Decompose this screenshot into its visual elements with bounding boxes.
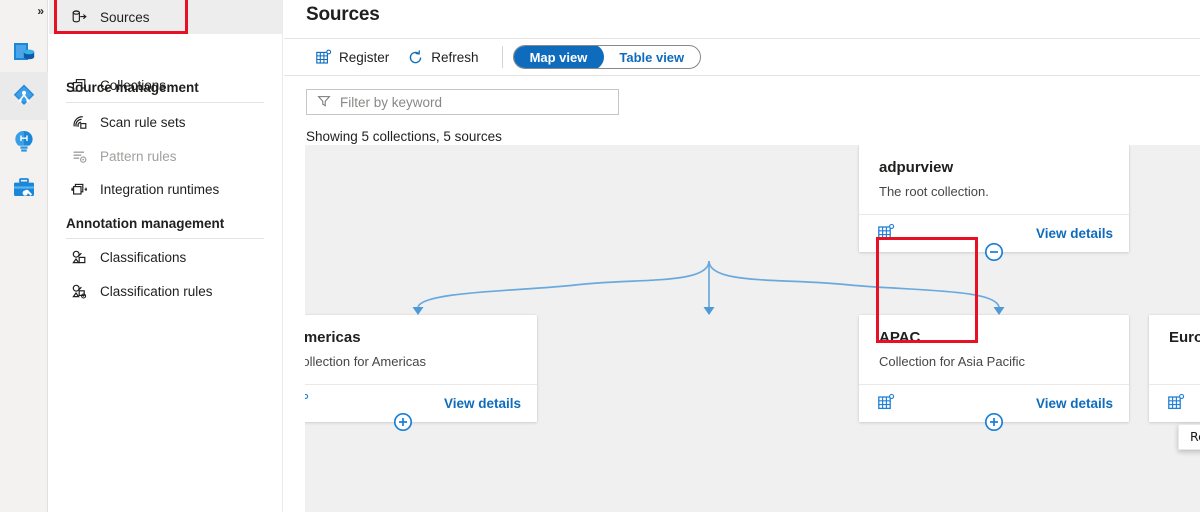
command-bar: Register Refresh Map view Table view <box>284 38 1200 76</box>
page-title: Sources <box>306 4 380 25</box>
view-details-link[interactable]: View details <box>443 396 521 411</box>
refresh-button[interactable]: Refresh <box>398 42 487 72</box>
data-map-icon <box>11 39 37 65</box>
sidebar-item-label: Classification rules <box>100 283 213 299</box>
collection-card-europe[interactable]: Europe View details <box>1149 315 1200 422</box>
result-count-status: Showing 5 collections, 5 sources <box>306 129 502 144</box>
sidebar-divider <box>66 238 264 239</box>
sidebar-group-header-source-management: Source management <box>49 72 282 102</box>
card-description: Collection for Asia Pacific <box>879 354 1025 369</box>
map-connectors <box>412 260 1005 315</box>
left-navigation-panel: Sources Collections Source management Sc… <box>49 0 283 512</box>
rail-item-data-catalog[interactable] <box>0 72 48 120</box>
rail-item-data-map[interactable] <box>0 28 48 76</box>
classification-rules-icon <box>69 281 89 301</box>
sidebar-item-classifications[interactable]: Classifications <box>49 240 282 274</box>
collections-icon <box>69 75 89 95</box>
sidebar-item-scan-rule-sets[interactable]: Scan rule sets <box>49 105 282 139</box>
sidebar-item-sources[interactable]: Sources <box>49 0 282 34</box>
sidebar-group-header-annotation-management: Annotation management <box>49 208 282 238</box>
card-footer: View details <box>859 214 1129 252</box>
card-footer: View details <box>305 384 537 422</box>
data-insights-icon <box>12 129 36 155</box>
sidebar-item-label: Classifications <box>100 249 187 265</box>
expand-plus-node[interactable] <box>984 412 1004 432</box>
card-title: Europe <box>1169 329 1200 346</box>
collection-card-americas[interactable]: Americas Collection for Americas View de… <box>305 315 537 422</box>
filter-funnel-icon <box>317 94 331 111</box>
card-title: adpurview <box>879 159 954 176</box>
sidebar-item-pattern-rules: Pattern rules <box>49 139 282 173</box>
refresh-icon <box>407 49 424 66</box>
register-grid-icon[interactable] <box>877 393 895 414</box>
register-button-label: Register <box>339 49 390 65</box>
card-description: Collection for Americas <box>305 354 426 369</box>
card-description: The root collection. <box>879 184 989 199</box>
table-view-label: Table view <box>619 49 685 65</box>
sidebar-item-integration-runtimes[interactable]: Integration runtimes <box>49 172 282 206</box>
collection-map-canvas: adpurview The root collection. View deta… <box>305 145 1200 512</box>
sidebar-item-label: Scan rule sets <box>100 114 186 130</box>
sidebar-item-classification-rules[interactable]: Classification rules <box>49 274 282 308</box>
sidebar-divider <box>66 102 264 103</box>
sources-icon <box>69 7 89 27</box>
sidebar-item-label: Integration runtimes <box>100 181 220 197</box>
refresh-button-label: Refresh <box>431 49 479 65</box>
sidebar-item-collections[interactable]: Collections <box>49 68 282 102</box>
register-grid-icon <box>315 49 332 66</box>
map-view-label: Map view <box>529 49 588 65</box>
collection-card-apac[interactable]: APAC Collection for Asia Pacific View de… <box>859 315 1129 422</box>
register-button[interactable]: Register <box>306 42 398 72</box>
expand-rail-chevron-icon[interactable]: » <box>0 0 48 22</box>
scan-rule-sets-icon <box>69 112 89 132</box>
collapse-minus-node[interactable] <box>984 242 1004 262</box>
view-details-link[interactable]: View details <box>1035 396 1113 411</box>
tooltip-text: Register <box>1190 429 1200 444</box>
card-footer: View details <box>1149 384 1200 422</box>
group-header-label: Source management <box>66 79 199 95</box>
view-toggle: Map view Table view <box>512 45 702 69</box>
register-tooltip: Register <box>1178 424 1200 450</box>
group-header-label: Annotation management <box>66 215 225 231</box>
register-grid-icon[interactable] <box>877 223 895 244</box>
chevron-glyph: » <box>37 4 44 18</box>
view-details-link[interactable]: View details <box>1035 226 1113 241</box>
card-title: Americas <box>305 329 361 346</box>
card-footer: View details <box>859 384 1129 422</box>
management-icon <box>11 175 37 201</box>
sidebar-item-label: Pattern rules <box>100 148 177 164</box>
tab-map-view[interactable]: Map view <box>513 46 605 68</box>
sidebar-item-label: Collections <box>100 77 167 93</box>
pattern-rules-icon <box>69 146 89 166</box>
rail-item-data-insights[interactable] <box>0 118 48 166</box>
app-icon-rail: » <box>0 0 48 512</box>
filter-input[interactable]: Filter by keyword <box>306 89 619 115</box>
classifications-icon <box>69 247 89 267</box>
collection-card-root[interactable]: adpurview The root collection. View deta… <box>859 145 1129 252</box>
tab-table-view[interactable]: Table view <box>603 46 700 68</box>
command-divider <box>501 46 503 68</box>
data-catalog-icon <box>11 83 37 109</box>
register-grid-icon[interactable] <box>1167 393 1185 414</box>
rail-item-management[interactable] <box>0 164 48 212</box>
expand-plus-node[interactable] <box>393 412 413 432</box>
sidebar-item-label: Sources <box>100 9 150 25</box>
filter-placeholder: Filter by keyword <box>340 94 443 110</box>
integration-runtimes-icon <box>69 179 89 199</box>
register-grid-icon[interactable] <box>305 393 309 414</box>
card-title: APAC <box>879 329 921 346</box>
main-content-area: Sources Register Refresh <box>284 0 1200 512</box>
